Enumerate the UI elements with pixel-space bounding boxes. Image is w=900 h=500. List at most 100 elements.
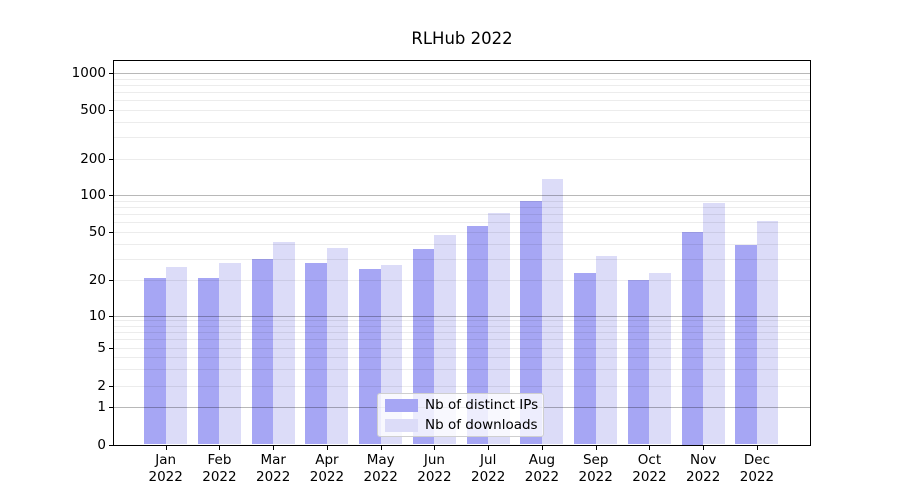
gridline-minor bbox=[114, 200, 810, 202]
bar-downloads bbox=[219, 262, 241, 445]
x-tick-year: 2022 bbox=[417, 469, 452, 485]
x-tick-year: 2022 bbox=[739, 469, 775, 485]
bar-distinct-ips bbox=[305, 262, 327, 445]
x-tick-year: 2022 bbox=[578, 469, 613, 485]
bar-downloads bbox=[434, 235, 456, 445]
x-tick-mark bbox=[703, 445, 705, 450]
y-tick-mark bbox=[108, 110, 113, 111]
x-tick-label: May 2022 bbox=[349, 452, 413, 486]
x-tick-month: Dec bbox=[743, 452, 770, 468]
bar-downloads bbox=[488, 213, 510, 445]
bar-distinct-ips bbox=[574, 273, 596, 445]
bar-distinct-ips bbox=[359, 268, 381, 445]
gridline-minor bbox=[114, 214, 810, 216]
bar-downloads bbox=[541, 179, 564, 445]
gridline-minor bbox=[114, 110, 810, 111]
legend-row: Nb of distinct IPs bbox=[385, 397, 538, 414]
bar-downloads bbox=[273, 242, 295, 445]
x-tick-year: 2022 bbox=[524, 469, 560, 485]
x-tick-year: 2022 bbox=[363, 469, 398, 485]
legend-swatch bbox=[385, 398, 418, 412]
gridline-minor bbox=[114, 222, 810, 224]
y-tick-label: 5 bbox=[97, 339, 106, 356]
legend-swatch bbox=[385, 418, 418, 432]
y-tick-mark bbox=[108, 280, 113, 282]
x-tick-mark bbox=[219, 445, 221, 450]
bar-distinct-ips bbox=[197, 277, 220, 445]
bar-downloads bbox=[756, 220, 779, 445]
y-tick-label: 500 bbox=[80, 102, 106, 118]
chart-title: RLHub 2022 bbox=[411, 29, 513, 48]
y-tick-mark bbox=[108, 232, 113, 233]
bar-downloads bbox=[703, 203, 725, 445]
gridline-minor bbox=[114, 368, 810, 370]
x-tick-mark bbox=[649, 445, 651, 450]
gridline-major bbox=[114, 315, 810, 317]
gridline-minor bbox=[114, 92, 810, 94]
gridline-minor bbox=[114, 280, 810, 282]
y-tick-label: 100 bbox=[80, 187, 106, 204]
y-tick-label: 20 bbox=[88, 272, 106, 289]
x-tick-label: Aug 2022 bbox=[510, 452, 574, 486]
x-tick-label: Mar 2022 bbox=[241, 452, 305, 486]
gridline-minor bbox=[114, 320, 810, 322]
x-tick-year: 2022 bbox=[309, 469, 345, 485]
x-tick-label: Sep 2022 bbox=[564, 452, 628, 486]
x-tick-label: Dec 2022 bbox=[725, 452, 789, 486]
gridline-minor bbox=[114, 137, 810, 139]
x-tick-mark bbox=[756, 445, 758, 450]
bar-distinct-ips bbox=[627, 280, 650, 445]
x-tick-label: Nov 2022 bbox=[671, 452, 735, 486]
legend-row: Nb of downloads bbox=[385, 416, 538, 434]
gridline-minor bbox=[114, 258, 810, 260]
x-tick-year: 2022 bbox=[148, 469, 183, 485]
y-tick-label: 2 bbox=[97, 377, 106, 394]
y-tick-label: 50 bbox=[88, 224, 106, 240]
bar-distinct-ips bbox=[251, 258, 274, 445]
y-tick-mark bbox=[108, 385, 113, 387]
x-tick-mark bbox=[326, 445, 328, 450]
bar-downloads bbox=[165, 266, 188, 445]
gridline-minor bbox=[114, 347, 810, 349]
gridline-minor bbox=[114, 158, 810, 160]
x-tick-month: Jun bbox=[423, 452, 445, 468]
x-tick-month: Mar bbox=[260, 452, 286, 468]
gridline-minor bbox=[114, 356, 810, 358]
x-tick-mark bbox=[595, 445, 597, 450]
y-tick-mark bbox=[108, 407, 113, 409]
bars-layer bbox=[114, 61, 810, 445]
x-tick-month: Aug bbox=[528, 452, 556, 468]
gridline-minor bbox=[114, 207, 810, 209]
x-tick-year: 2022 bbox=[632, 469, 667, 485]
bar-downloads bbox=[649, 273, 671, 445]
grid-layer bbox=[114, 61, 810, 445]
gridline-minor bbox=[114, 100, 810, 102]
x-tick-month: Nov bbox=[690, 452, 717, 468]
y-tick-label: 1000 bbox=[71, 65, 106, 82]
gridline-minor bbox=[114, 121, 810, 123]
legend-label: Nb of downloads bbox=[425, 416, 538, 433]
x-tick-label: Jul 2022 bbox=[456, 452, 520, 486]
bar-downloads bbox=[595, 255, 618, 445]
legend: Nb of distinct IPs Nb of downloads bbox=[377, 393, 544, 437]
gridline-minor bbox=[114, 339, 810, 341]
y-tick-mark bbox=[108, 347, 113, 349]
x-tick-label: Oct 2022 bbox=[617, 452, 681, 486]
x-tick-year: 2022 bbox=[471, 469, 506, 485]
x-tick-label: Jun 2022 bbox=[402, 452, 466, 486]
y-tick-mark bbox=[108, 444, 113, 446]
bar-distinct-ips bbox=[735, 245, 757, 445]
y-tick-mark bbox=[108, 158, 113, 160]
y-tick-label: 10 bbox=[88, 307, 106, 324]
gridline-minor bbox=[114, 325, 810, 327]
bar-downloads bbox=[326, 247, 349, 445]
x-tick-label: Jan 2022 bbox=[134, 452, 198, 486]
plot-area bbox=[113, 59, 811, 446]
gridline-minor bbox=[114, 385, 810, 387]
x-tick-mark bbox=[273, 445, 275, 450]
gridline-major bbox=[114, 73, 810, 75]
x-tick-month: Oct bbox=[637, 452, 662, 468]
x-tick-label: Apr 2022 bbox=[295, 452, 359, 486]
gridline-minor bbox=[114, 332, 810, 334]
